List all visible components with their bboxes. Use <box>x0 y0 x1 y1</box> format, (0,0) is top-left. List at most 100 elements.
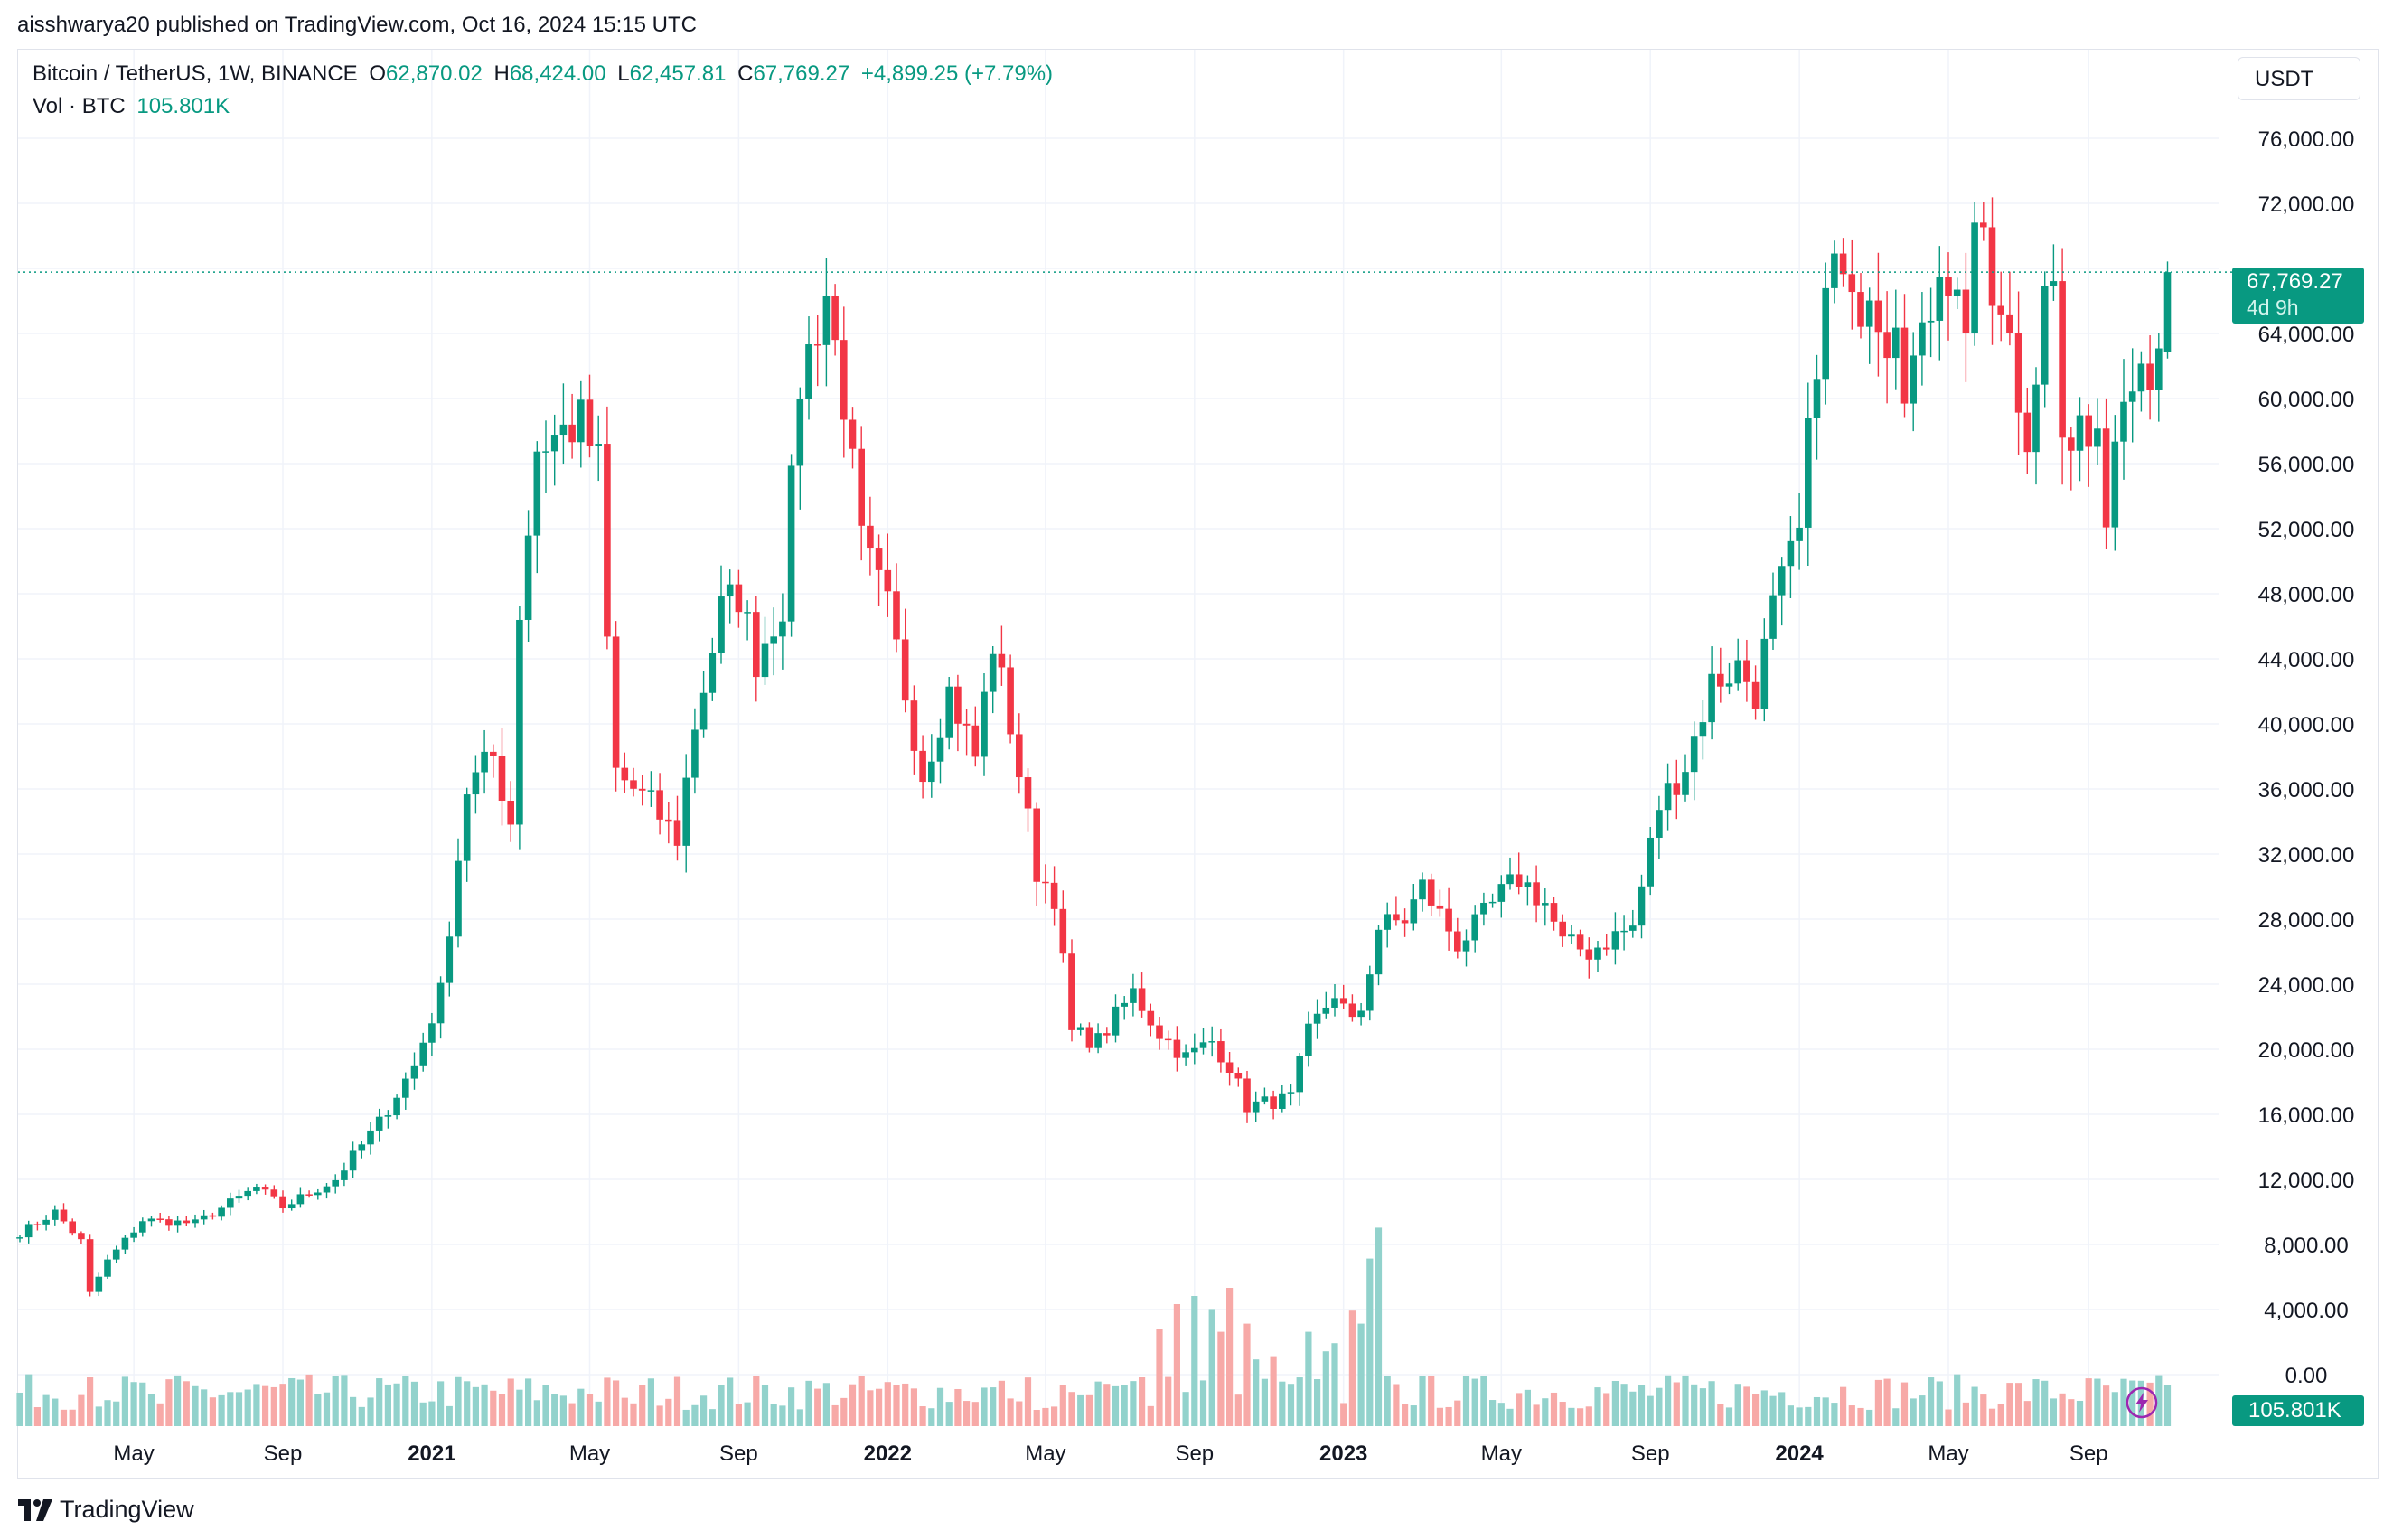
volume-bar <box>919 1406 926 1426</box>
candle-body <box>1243 1078 1251 1113</box>
candle-body <box>95 1276 103 1292</box>
candle-body <box>209 1215 217 1217</box>
candle-body <box>2050 281 2058 286</box>
candle-body <box>1813 379 1821 418</box>
candle-body <box>69 1221 76 1234</box>
volume-bar <box>1322 1351 1329 1426</box>
volume-bar <box>2076 1400 2084 1426</box>
candle-body <box>314 1192 322 1196</box>
candle-body <box>1778 566 1786 596</box>
candle-body <box>1725 683 1733 687</box>
x-tick-label: 2021 <box>408 1441 455 1466</box>
candle-body <box>507 801 514 825</box>
volume-bar <box>1699 1388 1706 1426</box>
volume-bar <box>1813 1396 1821 1426</box>
volume-bar <box>16 1392 23 1426</box>
candle-body <box>1050 882 1058 909</box>
candle-body <box>919 750 926 783</box>
last-price-value: 67,769.27 <box>2247 269 2343 294</box>
volume-bar <box>288 1377 296 1426</box>
volume-bar <box>1331 1343 1338 1426</box>
volume-bar <box>393 1383 400 1426</box>
candle-body <box>1252 1101 1260 1113</box>
candle-body <box>550 435 558 452</box>
volume-bar <box>1559 1402 1566 1426</box>
volume-bar <box>639 1385 646 1426</box>
candle-body <box>673 820 681 846</box>
currency-button[interactable]: USDT <box>2238 57 2360 100</box>
volume-bar <box>753 1376 760 1426</box>
candle-body <box>586 399 594 446</box>
volume-bar <box>867 1390 874 1426</box>
tradingview-brand: TradingView <box>60 1496 194 1523</box>
volume-bar <box>998 1380 1005 1426</box>
high-label: H <box>493 61 510 86</box>
volume-bar <box>1497 1403 1505 1426</box>
volume-bar <box>656 1405 663 1426</box>
candle-body <box>998 653 1006 668</box>
volume-bar <box>1024 1377 1032 1426</box>
volume-bar <box>595 1401 602 1426</box>
volume-bar <box>577 1388 585 1426</box>
candle-body <box>945 686 953 738</box>
tradingview-logo[interactable]: TradingView <box>18 1496 194 1524</box>
volume-bar <box>1234 1394 1242 1426</box>
x-tick-label: May <box>569 1441 610 1466</box>
volume-bar <box>840 1397 848 1426</box>
candle-body <box>1059 908 1067 954</box>
volume-bar <box>1340 1403 1347 1426</box>
volume-bar <box>779 1405 786 1426</box>
volume-bar <box>1016 1401 1023 1426</box>
candle-body <box>261 1187 269 1190</box>
volume-bar <box>244 1389 251 1426</box>
candle-body <box>16 1237 23 1239</box>
volume-bar <box>1147 1405 1154 1426</box>
candle-body <box>647 790 655 792</box>
volume-bar <box>192 1385 199 1426</box>
candle-body <box>779 621 786 637</box>
candle-body <box>1865 300 1873 327</box>
volume-bar <box>1270 1356 1277 1426</box>
candle-body <box>1173 1039 1181 1058</box>
lightning-icon[interactable] <box>2126 1386 2158 1419</box>
volume-bar <box>1462 1376 1470 1426</box>
volume-bar <box>384 1384 391 1426</box>
y-tick-label: 48,000.00 <box>2258 583 2355 607</box>
volume-bar <box>410 1381 418 1426</box>
candle-body <box>1822 287 1829 380</box>
volume-bar <box>305 1374 313 1426</box>
y-tick-label: 56,000.00 <box>2258 453 2355 477</box>
candle-body <box>770 636 777 644</box>
candle-body <box>1156 1025 1163 1039</box>
volume-bar <box>1130 1381 1137 1426</box>
volume-bar <box>52 1398 59 1426</box>
open-label: O <box>369 61 387 86</box>
x-tick-label: May <box>1928 1441 1968 1466</box>
candle-body <box>1980 222 1987 228</box>
volume-bar <box>559 1395 567 1426</box>
candle-body <box>630 780 637 789</box>
candle-body <box>165 1219 173 1226</box>
volume-bar <box>42 1394 50 1426</box>
volume-bar <box>1139 1377 1146 1426</box>
candle-body <box>1287 1092 1295 1094</box>
candle-body <box>463 794 471 861</box>
volume-bar <box>1550 1392 1558 1426</box>
candle-body <box>516 619 523 825</box>
candle-body <box>1576 934 1584 950</box>
candle-body <box>1874 300 1882 333</box>
candle-body <box>1839 253 1847 275</box>
candle-body <box>227 1198 234 1208</box>
candle-body <box>1305 1023 1312 1056</box>
volume-bar <box>1454 1400 1461 1426</box>
volume-bar <box>1033 1410 1040 1426</box>
volume-bar <box>1112 1385 1120 1426</box>
candle-body <box>446 936 454 983</box>
volume-bar <box>1577 1408 1584 1426</box>
volume-bar <box>376 1378 383 1426</box>
volume-bar <box>831 1404 839 1426</box>
candle-body <box>981 691 988 757</box>
volume-bar <box>1988 1408 1996 1426</box>
candle-body <box>2120 401 2127 442</box>
